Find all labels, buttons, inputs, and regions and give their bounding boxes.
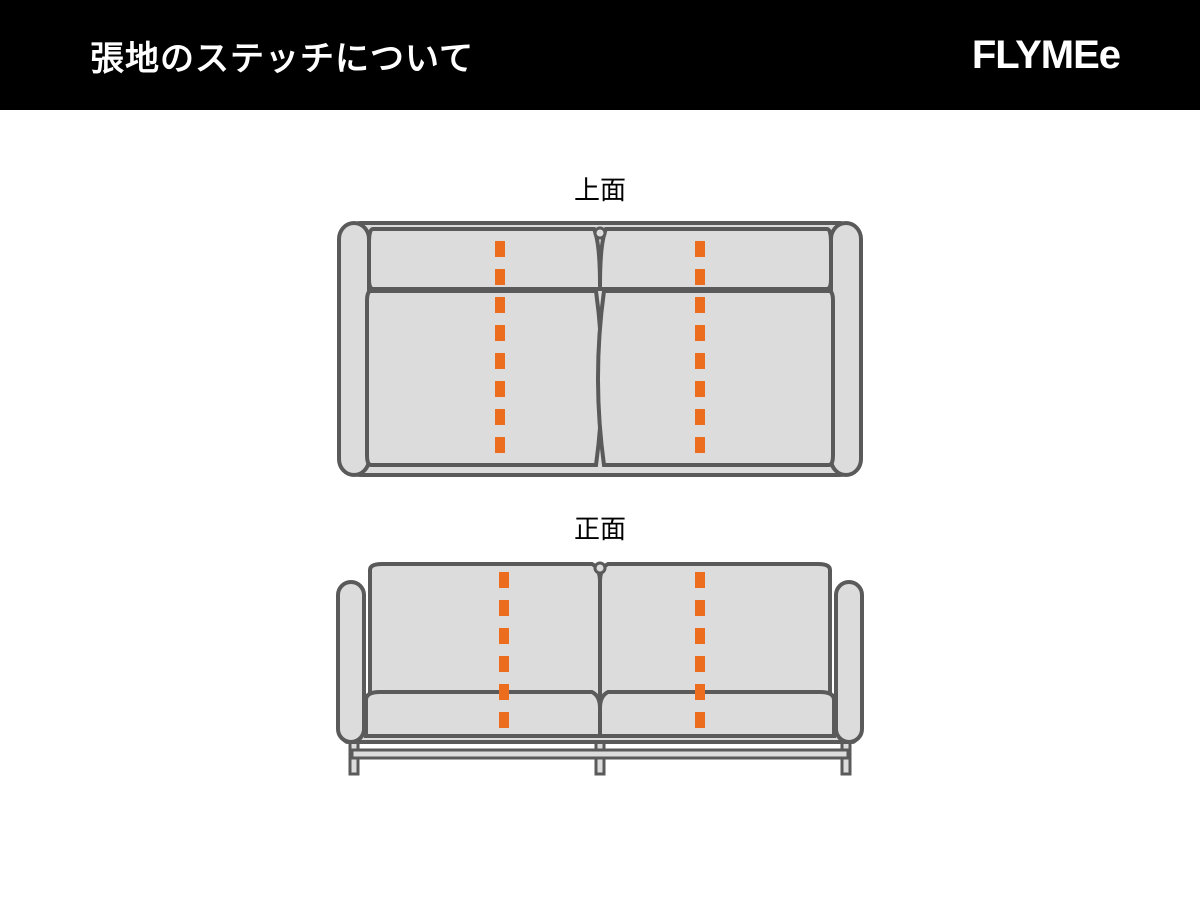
front-view-diagram <box>330 558 870 776</box>
sofa-top-icon <box>335 219 865 479</box>
header-bar: 張地のステッチについて FLYMEe <box>0 0 1200 110</box>
content-area: 上面 正面 <box>0 110 1200 776</box>
brand-logo: FLYMEe <box>972 33 1120 78</box>
top-view-label: 上面 <box>574 170 626 207</box>
sofa-front-icon <box>330 558 870 776</box>
front-view-label: 正面 <box>574 509 626 546</box>
top-view-diagram <box>335 219 865 479</box>
page-title: 張地のステッチについて <box>90 31 474 80</box>
